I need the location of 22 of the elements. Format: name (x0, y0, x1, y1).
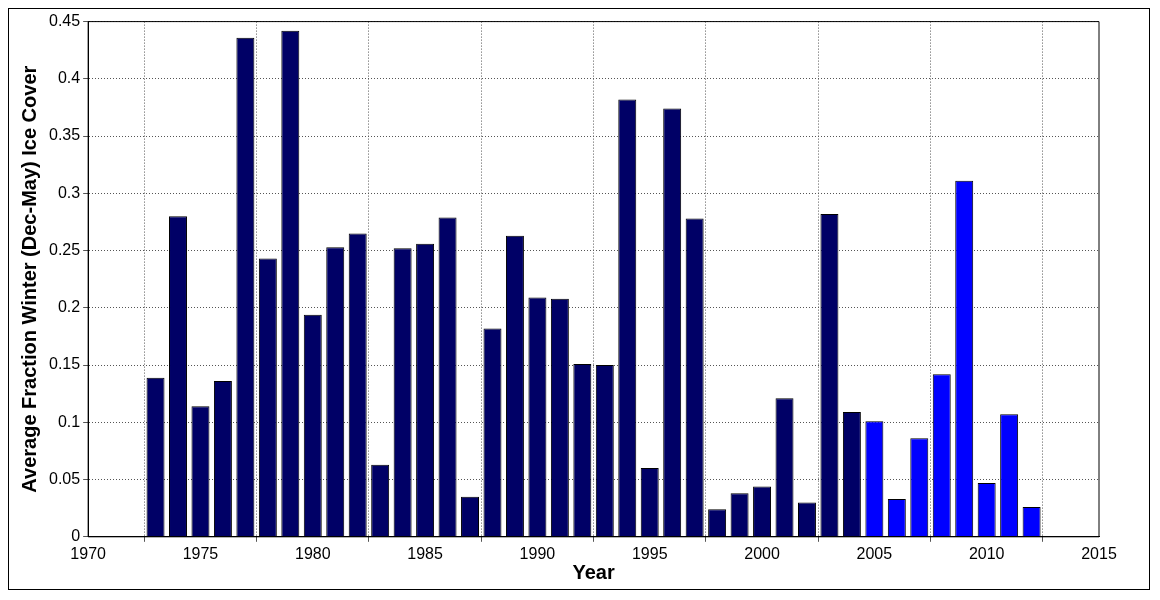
x-axis-title: Year (572, 560, 615, 583)
y-tick-label: 0.3 (57, 183, 81, 201)
x-tick-label: 2005 (856, 544, 893, 562)
x-tick-label: 2000 (744, 544, 780, 562)
y-tick-label: 0.05 (49, 469, 81, 487)
y-axis-title: Average Fraction Winter (Dec-May) Ice Cover (17, 65, 40, 493)
y-tick-label: 0.15 (49, 355, 81, 373)
y-tick-label: 0 (71, 527, 81, 545)
x-tick-label: 1970 (70, 544, 107, 562)
x-tick-label: 1985 (407, 544, 443, 562)
y-tick-label: 0.2 (57, 298, 81, 316)
y-tick-label: 0.1 (57, 412, 81, 430)
x-tick-label: 2010 (968, 544, 1005, 562)
y-tick-label: 0.45 (49, 12, 81, 30)
y-tick-label: 0.4 (57, 69, 81, 87)
x-tick-label: 1975 (182, 544, 219, 562)
y-tick-label: 0.25 (49, 240, 81, 258)
x-tick-label: 1995 (631, 544, 668, 562)
x-tick-label: 1990 (519, 544, 556, 562)
x-tick-label: 2015 (1081, 544, 1117, 562)
x-tick-label: 1980 (294, 544, 331, 562)
y-tick-label: 0.35 (49, 126, 81, 144)
